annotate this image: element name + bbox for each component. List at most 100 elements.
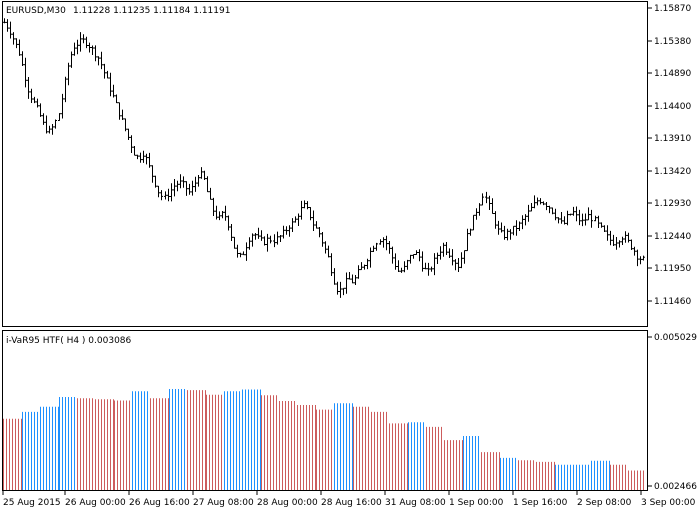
price-tick: 1.15380 [648,37,691,47]
price-bar [151,165,154,183]
price-scale[interactable]: 1.15870 1.15380 1.14890 1.14400 1.13910 … [648,4,691,307]
price-bar [260,230,263,241]
price-bar [448,248,451,258]
time-tick: 3 Sep 00:00 [640,491,696,508]
var-bar-segment [536,461,555,490]
price-bar [42,113,45,125]
price-tick: 1.15870 [648,4,691,14]
indicator-scale[interactable]: 0.005029 0.002466 [648,333,697,492]
var-bar-segment [279,401,295,490]
price-bar [439,246,442,260]
price-bar [148,152,151,168]
price-bar [336,281,339,295]
price-bar [515,220,518,236]
price-bar [421,251,424,272]
price-bar [581,213,584,227]
price-bar [185,181,188,196]
price-bar [330,253,333,276]
svg-text:27 Aug 08:00: 27 Aug 08:00 [193,498,254,508]
price-bar [569,213,572,216]
price-bar [182,176,185,188]
price-bar [239,252,242,258]
var-bar-segment [389,423,408,490]
svg-text:1.15380: 1.15380 [654,37,691,47]
price-bar [533,195,536,209]
price-bar [79,32,82,52]
price-bar [15,38,18,49]
price-bar [285,226,288,235]
price-bar [503,225,506,240]
price-bar [3,18,6,24]
svg-text:2 Sep 08:00: 2 Sep 08:00 [577,498,632,508]
price-bar [21,51,24,66]
price-bar [406,259,409,270]
price-bar [379,239,382,245]
var-bar-segment [500,457,516,490]
price-bar [194,176,197,192]
time-axis[interactable]: 25 Aug 2015 26 Aug 00:00 26 Aug 16:00 27… [2,491,696,508]
price-bar [221,211,224,219]
price-bar [345,272,348,294]
var-bar-segment [59,397,75,490]
price-bar [97,56,100,66]
price-bar [206,176,209,193]
price-tick: 1.11950 [648,264,691,274]
price-bar [327,245,330,258]
price-bar [145,153,148,165]
price-bar [436,252,439,264]
var-bar-segment [353,406,369,490]
price-bar [385,235,388,251]
var-bar-segment [3,418,22,490]
price-bar [545,202,548,211]
price-tick: 1.14890 [648,69,691,79]
var-bar-segment [77,398,93,490]
price-bar [276,231,279,245]
price-bar [363,264,366,270]
var-histogram[interactable] [3,389,644,490]
price-bar [339,281,342,298]
price-bar [215,205,218,220]
price-bar [58,113,61,121]
price-bar [160,190,163,201]
time-tick: 2 Sep 08:00 [576,491,632,508]
price-bar [394,253,397,270]
svg-text:1.11460: 1.11460 [654,297,691,307]
svg-text:3 Sep 00:00: 3 Sep 00:00 [641,498,696,508]
var-bar-segment [518,460,534,490]
price-bar [321,232,324,247]
price-bar [48,125,51,134]
price-bar [133,146,136,156]
var-bar-segment [169,389,185,490]
svg-text:1.14890: 1.14890 [654,69,691,79]
price-bar [115,94,118,104]
price-bar [139,152,142,163]
svg-text:1 Sep 16:00: 1 Sep 16:00 [513,498,568,508]
price-bar [621,236,624,245]
var-bar-segment [297,405,316,490]
price-bar [282,225,285,239]
price-bar [200,167,203,179]
price-tick: 1.14400 [648,102,691,112]
svg-text:1.11950: 1.11950 [654,264,691,274]
price-bar [142,150,145,163]
price-bar [251,233,254,247]
var-bar-segment [555,464,571,490]
price-bar [391,246,394,264]
time-tick: 28 Aug 00:00 [256,491,318,508]
svg-text:0.005029: 0.005029 [654,333,697,343]
price-tick: 1.13910 [648,134,691,144]
price-bar [618,240,621,248]
price-bar [633,246,636,256]
var-bar-segment [610,464,626,490]
price-bar [67,62,70,86]
svg-text:1 Sep 00:00: 1 Sep 00:00 [449,498,504,508]
price-bar [164,191,167,200]
price-bars[interactable] [3,18,645,298]
svg-text:26 Aug 16:00: 26 Aug 16:00 [129,498,190,508]
price-bar [315,221,318,229]
var-bar-segment [261,395,277,490]
price-bar [530,203,533,212]
price-bar [263,236,266,246]
time-tick: 25 Aug 2015 [2,491,61,508]
